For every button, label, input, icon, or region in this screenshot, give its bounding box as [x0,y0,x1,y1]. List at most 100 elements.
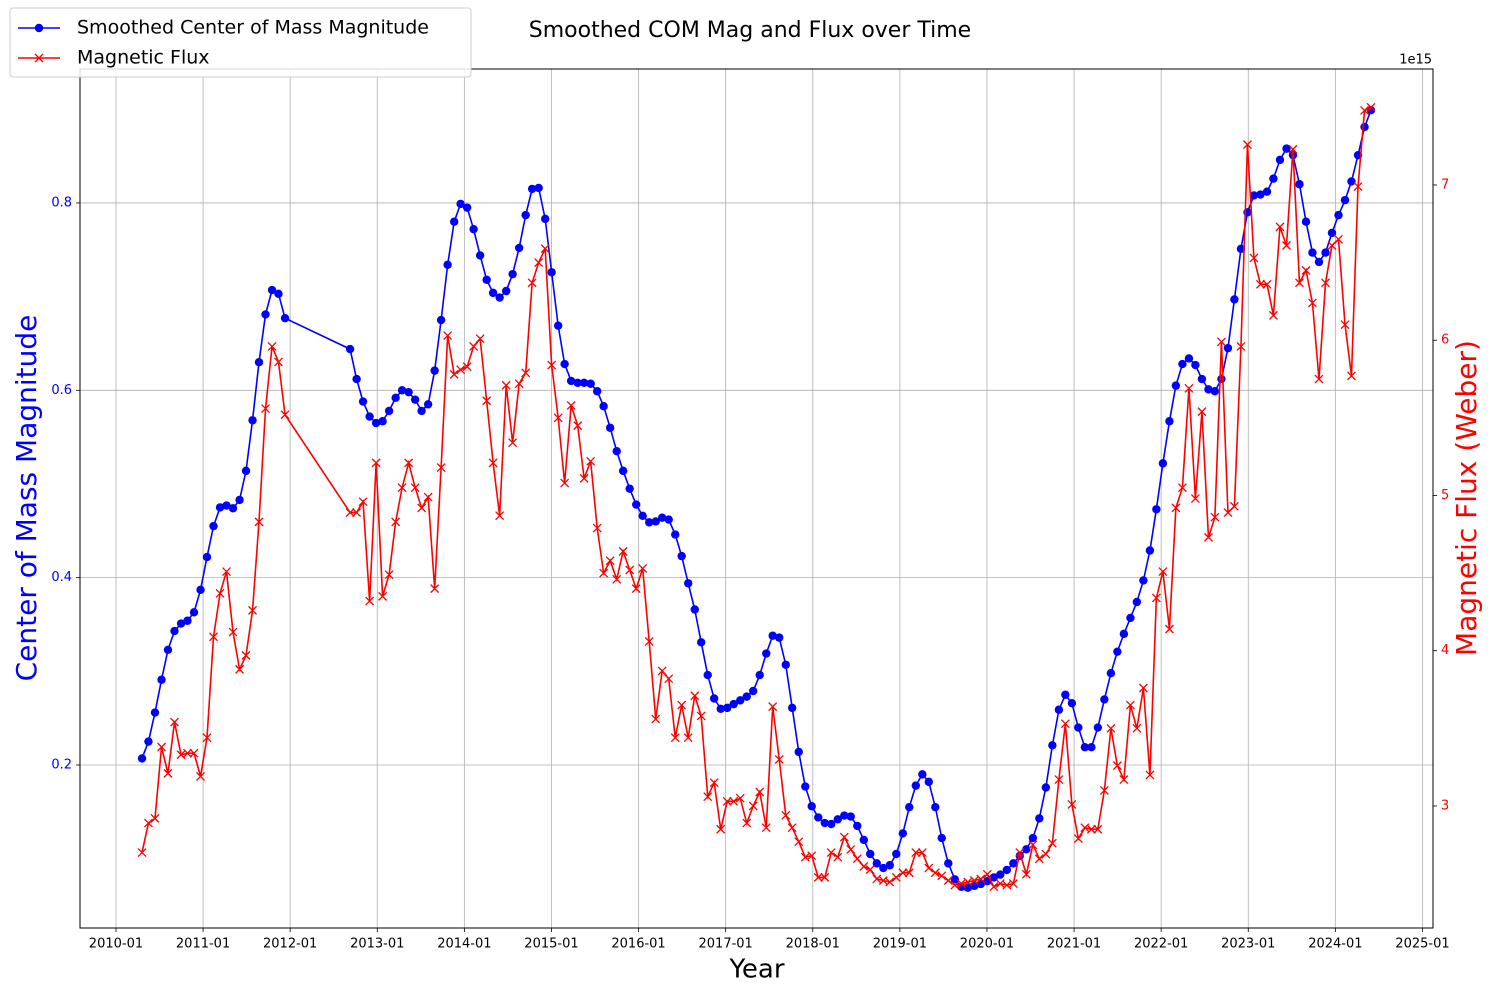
data-point [456,365,466,375]
data-point [1191,360,1200,370]
plot-frame [79,68,1434,929]
data-point [202,733,212,743]
data-point [1054,705,1064,714]
data-point [560,478,570,488]
data-point [755,787,765,797]
data-point [274,357,283,367]
data-point [534,258,544,268]
data-point [371,458,381,468]
data-point [742,692,751,701]
data-point [1100,695,1109,704]
data-point [501,380,511,390]
data-point [690,605,699,614]
data-point [1067,698,1077,708]
data-point [742,818,752,828]
data-point [1145,770,1155,780]
data-point [1093,824,1103,834]
data-point [1217,374,1226,384]
data-point [1295,180,1304,189]
data-point [794,747,803,757]
data-point [684,579,693,588]
data-point [671,530,680,539]
data-point [1002,865,1012,875]
data-point [280,410,290,420]
data-point [482,275,491,284]
data-point [1022,845,1031,854]
data-point [397,483,407,493]
data-point [801,782,810,791]
data-point [657,666,667,676]
data-point [970,881,979,891]
data-point [410,395,420,404]
data-point [937,833,946,843]
data-point [787,823,797,833]
x-tick-label: 2019-01 [873,937,927,952]
data-point [1230,295,1239,304]
data-point [560,359,569,369]
x-tick-label: 2014-01 [437,937,491,952]
data-point [1340,320,1350,330]
x-tick-label: 2011-01 [176,937,230,952]
data-point [1236,341,1246,351]
data-point [157,742,166,752]
data-point [625,565,635,575]
data-point [241,466,251,476]
data-point [709,778,719,788]
data-point [384,406,394,416]
data-point [163,768,173,778]
data-point [612,574,622,584]
data-point [391,517,401,527]
data-point [683,733,693,743]
data-point [995,879,1005,889]
data-point [1080,743,1090,752]
data-point [248,416,257,425]
data-point [391,393,400,402]
data-point [1113,647,1122,656]
data-point [540,214,550,224]
data-point [826,848,836,858]
data-point [449,369,459,379]
data-point [144,737,153,746]
data-point [1035,814,1044,823]
data-point [196,585,205,595]
data-point [1126,613,1135,623]
x-tick-label: 2017-01 [699,937,753,952]
data-point [1243,140,1252,150]
data-point [417,406,426,416]
data-point [404,387,413,397]
data-point [840,811,849,820]
data-point [1086,824,1096,834]
data-point [365,596,375,606]
data-point [1054,775,1064,785]
data-point [788,703,797,713]
data-point [1314,374,1324,384]
data-point [762,649,771,658]
data-point [1087,743,1096,752]
x-tick-label: 2016-01 [611,937,665,952]
data-point [209,521,218,531]
data-point [495,511,505,521]
data-point [137,754,147,763]
data-point [879,863,888,873]
data-point [488,458,498,468]
x-tick-label: 2021-01 [1047,937,1101,952]
y-tick-label: 0.6 [51,383,72,398]
data-point [566,400,576,410]
data-point [1178,359,1187,369]
data-point [1158,567,1168,577]
data-point [1177,483,1187,493]
data-point [358,397,368,406]
data-point [1321,278,1330,288]
data-point [1119,775,1129,785]
data-point [449,217,459,226]
data-point [592,387,602,396]
data-point [852,854,862,864]
data-point [345,344,355,354]
data-point [378,417,387,426]
data-point [1353,182,1363,191]
data-point [599,402,608,411]
data-point [1301,217,1311,226]
data-point [1132,597,1142,607]
data-point [228,627,238,637]
data-point [1249,253,1259,263]
